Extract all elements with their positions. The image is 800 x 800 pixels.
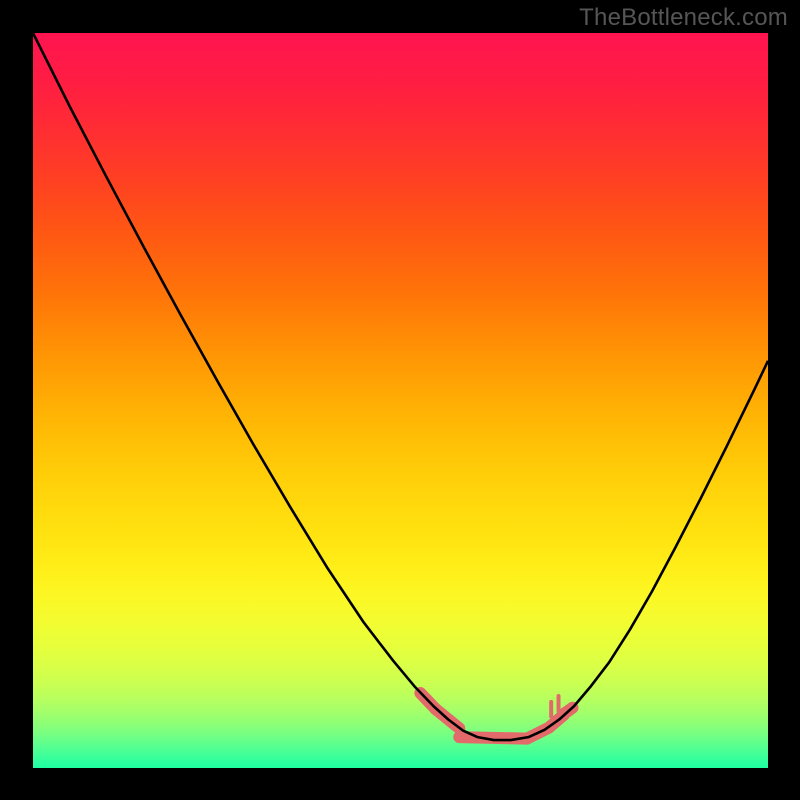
chart-svg	[0, 0, 800, 800]
watermark-text: TheBottleneck.com	[579, 4, 788, 32]
chart-container: TheBottleneck.com	[0, 0, 800, 800]
gradient-plot-area	[33, 33, 768, 768]
